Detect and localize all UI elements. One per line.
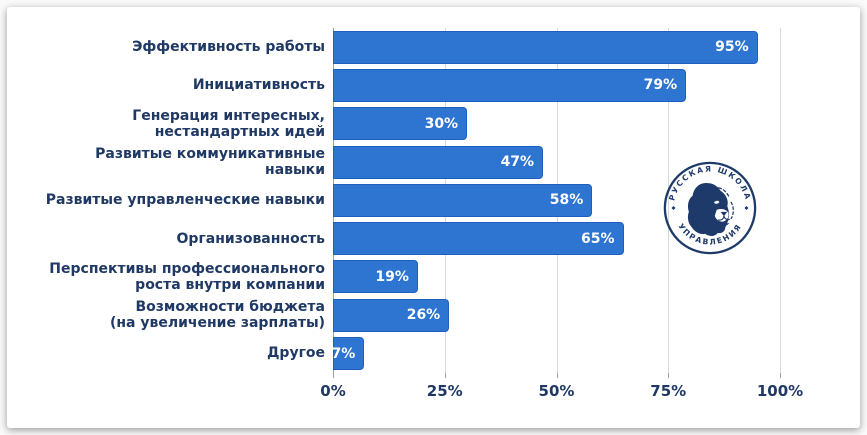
- bar-track: 79%: [333, 68, 803, 102]
- category-label: Инициативность: [192, 77, 325, 94]
- bar-track: 30%: [333, 107, 803, 141]
- x-axis-tick-label: 100%: [756, 382, 804, 400]
- bar-row: Развитые управленческие навыки 58%: [20, 181, 820, 219]
- bar: 65%: [333, 222, 624, 256]
- bar: 19%: [333, 260, 418, 294]
- bar-track: 65%: [333, 222, 803, 256]
- bar: 58%: [333, 183, 593, 217]
- category-label: Возможности бюджета (на увеличение зарпл…: [109, 299, 325, 332]
- category-label: Генерация интересных, нестандартных идей: [132, 107, 325, 140]
- bar-row: Развитые коммуникативные навыки 47%: [20, 143, 820, 181]
- bar-value-label: 19%: [375, 268, 409, 285]
- bar-value-label: 65%: [581, 230, 615, 247]
- bar-value-label: 30%: [424, 115, 459, 132]
- bar-track: 58%: [333, 183, 803, 217]
- bar: 26%: [333, 298, 450, 332]
- x-axis-tick: [333, 373, 334, 378]
- bar-row: Перспективы профессионального роста внут…: [20, 258, 820, 296]
- bar-value-label: 26%: [406, 307, 441, 324]
- bar-row: Другое 7%: [20, 334, 820, 372]
- bar: 47%: [333, 145, 544, 179]
- bar: 7%: [331, 337, 365, 371]
- bar-rows: Эффективность работы 95% Инициативность 79%…: [20, 28, 820, 373]
- bar-value-label: 7%: [331, 345, 356, 362]
- category-label: Эффективность работы: [132, 39, 325, 56]
- bar-value-label: 79%: [643, 77, 678, 94]
- logo-separator-left: [671, 205, 676, 211]
- x-axis-tick-label: 25%: [426, 382, 463, 400]
- logo-separator-right: [744, 205, 749, 211]
- x-axis-tick-label: 0%: [320, 382, 346, 400]
- logo-outer-circle: [663, 161, 757, 255]
- x-axis: 0% 25% 50% 75% 100%: [320, 373, 803, 413]
- category-label: Перспективы профессионального роста внут…: [49, 260, 325, 293]
- chart-card: Эффективность работы 95% Инициативность 79%…: [7, 7, 860, 428]
- x-axis-tick: [668, 373, 670, 378]
- bar: 30%: [333, 107, 468, 141]
- bar: 95%: [333, 30, 758, 64]
- lion-icon: [687, 183, 734, 236]
- bar: 79%: [333, 68, 687, 102]
- bar-track: 47%: [333, 145, 803, 179]
- bar-chart: Эффективность работы 95% Инициативность 79%…: [20, 28, 820, 423]
- x-axis-tick: [780, 373, 781, 378]
- bar-value-label: 95%: [715, 39, 749, 56]
- bar-row: Организованность 65%: [20, 219, 820, 257]
- x-axis-tick: [444, 373, 446, 378]
- bar-track: 95%: [333, 30, 803, 64]
- category-label: Другое: [266, 345, 325, 362]
- bar-track: 7%: [331, 337, 803, 371]
- bar-row: Генерация интересных, нестандартных идей…: [20, 105, 820, 143]
- bar-track: 19%: [333, 260, 803, 294]
- x-axis-tick-label: 75%: [650, 382, 687, 400]
- bar-value-label: 47%: [500, 154, 535, 171]
- category-label: Развитые управленческие навыки: [45, 192, 325, 209]
- bar-row: Возможности бюджета (на увеличение зарпл…: [20, 296, 820, 334]
- gridline: [780, 28, 781, 373]
- category-label: Развитые коммуникативные навыки: [95, 145, 325, 179]
- bar-row: Эффективность работы 95%: [20, 28, 820, 66]
- bar-value-label: 58%: [549, 192, 584, 209]
- x-axis-tick: [556, 373, 558, 378]
- bar-row: Инициативность 79%: [20, 66, 820, 104]
- x-axis-tick-label: 50%: [538, 382, 575, 400]
- category-label: Организованность: [176, 230, 325, 247]
- rsu-stamp-logo: РУССКАЯ ШКОЛА УПРАВЛЕНИЯ: [663, 161, 757, 255]
- bar-track: 26%: [333, 298, 803, 332]
- gridline: [668, 28, 670, 373]
